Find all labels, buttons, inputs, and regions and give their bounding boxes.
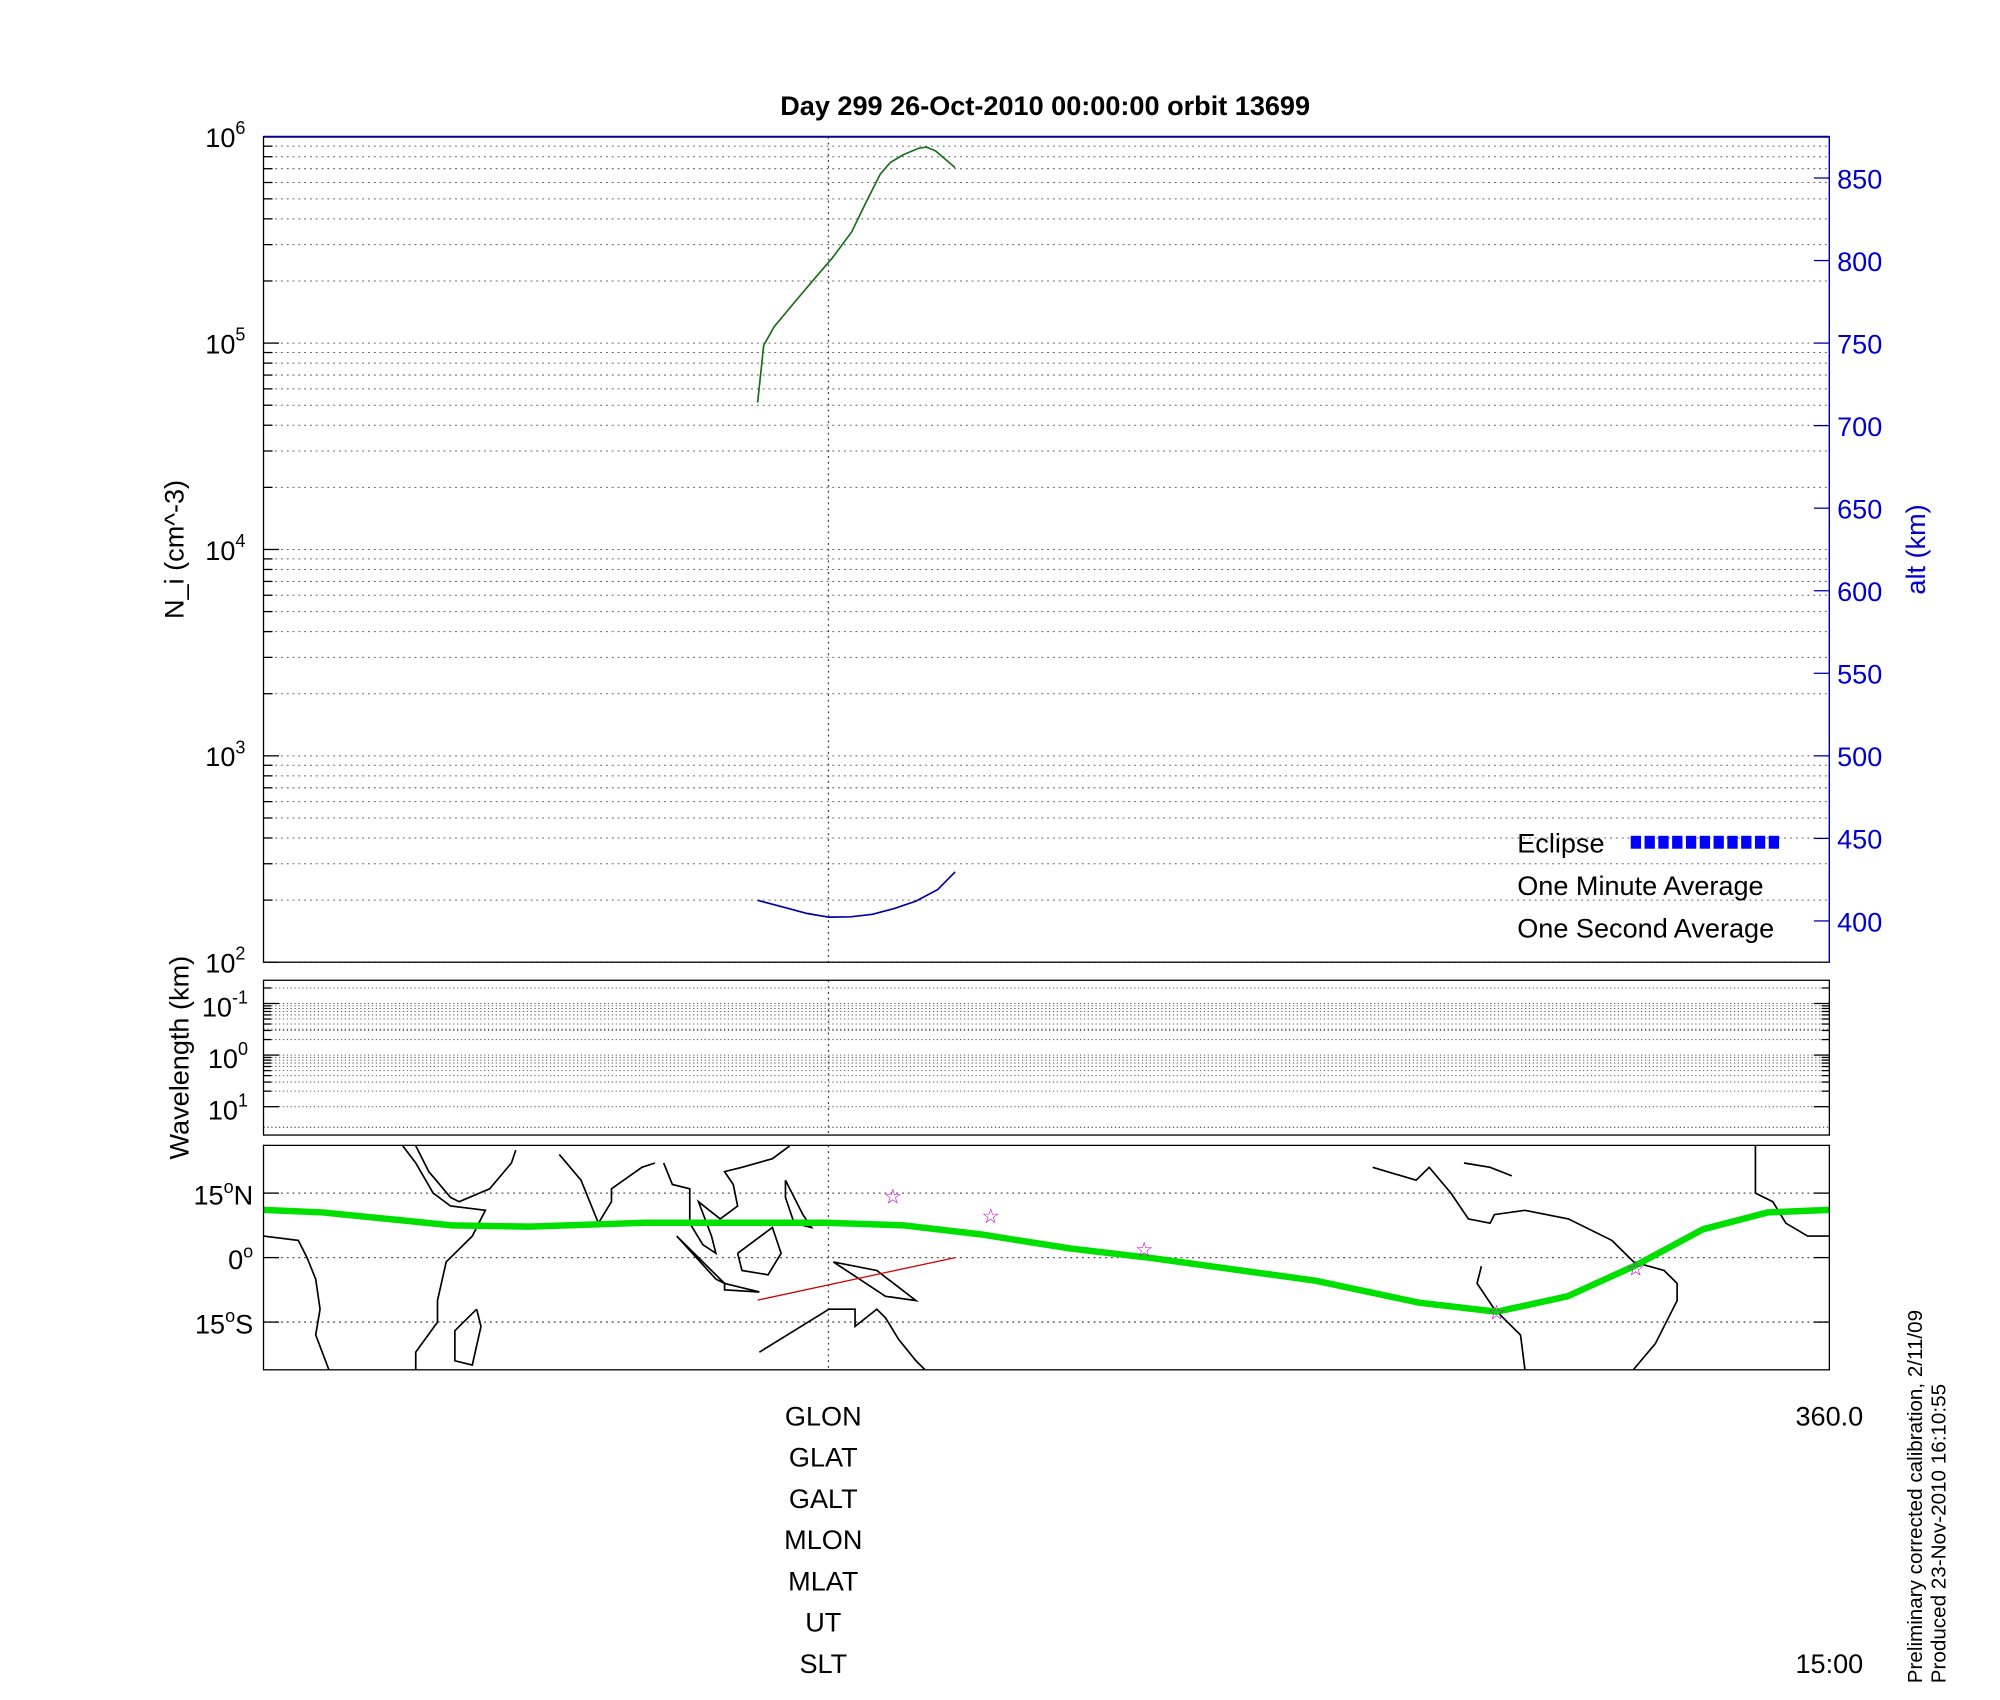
legend-eclipse-marker [1727, 835, 1738, 849]
footer: GLON GLAT GALT MLON MLAT UT SLT 360.0 15:00 [784, 1400, 1863, 1679]
y-tick-label: 10-1 [202, 987, 248, 1022]
lat-tick-label: 15oN [193, 1177, 253, 1211]
density-panel: 106 105 104 103 102 850 800 750 700 650 600 550 500 4… [205, 118, 1882, 978]
legend-eclipse-marker [1672, 835, 1683, 849]
coastline [1372, 1166, 1678, 1370]
y2-tick-label: 450 [1837, 824, 1882, 855]
y2-tick-label: 650 [1837, 494, 1882, 525]
series-altitude [757, 871, 956, 918]
lat-tick-label: 0o [228, 1242, 253, 1276]
coastline [1463, 1162, 1513, 1177]
y-tick-label: 102 [205, 944, 245, 979]
row-label-glat: GLAT [789, 1442, 858, 1473]
y2-tick-label: 550 [1837, 659, 1882, 690]
series-density [756, 146, 956, 403]
y2-tick-label: 600 [1837, 576, 1882, 607]
coastline [784, 1179, 814, 1229]
row-label-ut: UT [805, 1607, 841, 1638]
y-tick-label: 103 [205, 737, 245, 772]
y-tick-label: 101 [208, 1091, 248, 1126]
coastline [402, 1145, 487, 1370]
coastline [676, 1235, 726, 1285]
legend-eclipse-marker [1713, 835, 1724, 849]
y2-tick-label: 750 [1837, 328, 1882, 359]
coastline [723, 1282, 760, 1293]
footer-note-1: Preliminary corrected calibration, 2/11/… [1904, 1310, 1927, 1683]
legend-minute: One Minute Average [1517, 870, 1763, 901]
legend-eclipse-marker [1644, 835, 1655, 849]
map-panel: 15oN 0o 15oS ☆ ☆ ☆ ☆ ☆ [193, 1144, 1831, 1371]
coastline [454, 1308, 482, 1367]
y2-tick-label: 800 [1837, 246, 1882, 277]
coastline [662, 1145, 791, 1256]
coastline [736, 1226, 783, 1276]
legend-eclipse-marker [1754, 835, 1766, 849]
coastline [558, 1153, 656, 1226]
legend-eclipse-marker [1685, 835, 1697, 849]
coastline [758, 1308, 926, 1370]
wavelength-panel: 10-1 100 101 [202, 979, 1831, 1136]
legend-eclipse-marker [1658, 835, 1669, 849]
y-tick-label: 104 [205, 531, 245, 566]
legend-eclipse-marker [1699, 835, 1711, 849]
row-label-galt: GALT [789, 1483, 858, 1514]
plot-frame [262, 1144, 1831, 1371]
row-label-mlat: MLAT [788, 1565, 858, 1596]
legend-second: One Second Average [1517, 913, 1774, 944]
ylabel-density: N_i (cm^-3) [159, 480, 190, 619]
chart-title: Day 299 26-Oct-2010 00:00:00 orbit 13699 [780, 90, 1310, 121]
legend-eclipse-marker [1768, 835, 1780, 849]
y2-tick-label: 850 [1837, 163, 1882, 194]
orbit-track [263, 1206, 1830, 1316]
coastline [832, 1261, 919, 1302]
coastline [1754, 1145, 1830, 1237]
y-tick-label: 100 [208, 1039, 248, 1074]
y2-tick-label: 700 [1837, 411, 1882, 442]
coastline [414, 1145, 517, 1203]
coastline [263, 1235, 330, 1370]
star-marker: ☆ [884, 1185, 903, 1208]
star-marker: ☆ [1135, 1238, 1154, 1261]
star-marker: ☆ [982, 1205, 1001, 1228]
eclipse-segment [757, 1256, 956, 1301]
plot-frame [262, 979, 1831, 1136]
row-label-glon: GLON [785, 1400, 862, 1431]
star-marker: ☆ [1627, 1258, 1646, 1281]
y2label-alt: alt (km) [1900, 504, 1931, 594]
legend-eclipse: Eclipse [1517, 828, 1604, 859]
row-label-mlon: MLON [784, 1524, 862, 1555]
y2-tick-label: 500 [1837, 741, 1882, 772]
y-tick-label: 106 [205, 118, 245, 153]
y-tick-label: 105 [205, 325, 245, 360]
slt-end-value: 15:00 [1795, 1648, 1863, 1679]
footer-note-2: Produced 23-Nov-2010 16:10:55 [1927, 1384, 1950, 1683]
y2-tick-label: 400 [1837, 906, 1882, 937]
legend-eclipse-marker [1741, 835, 1752, 849]
ylabel-wavelength: Wavelength (km) [164, 956, 195, 1160]
row-label-slt: SLT [799, 1648, 847, 1679]
lat-tick-label: 15oS [195, 1306, 253, 1340]
glon-end-value: 360.0 [1795, 1400, 1863, 1431]
legend-eclipse-marker [1630, 835, 1642, 849]
star-marker: ☆ [1487, 1301, 1506, 1324]
